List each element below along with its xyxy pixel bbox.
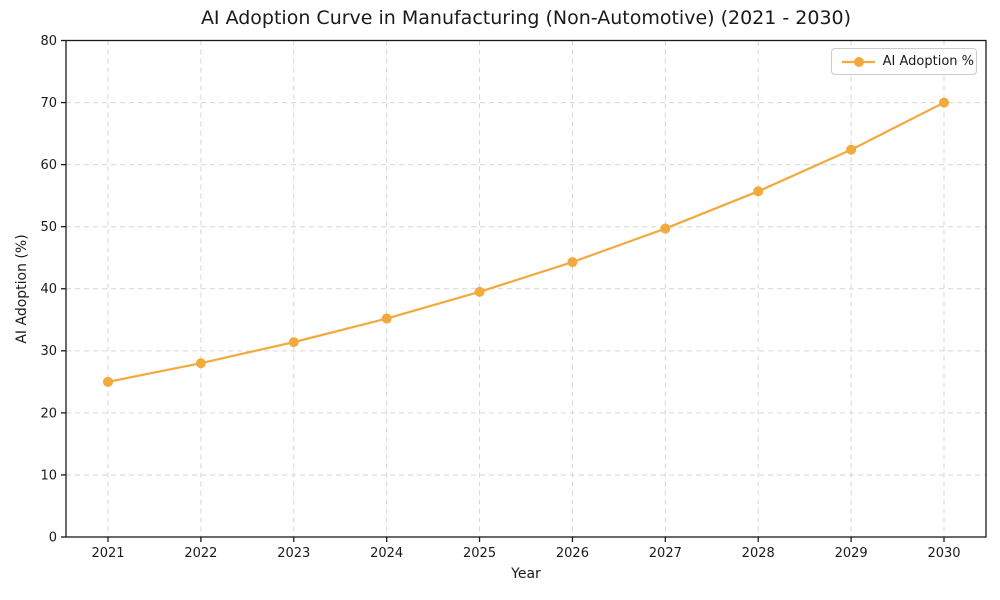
- y-tick-label: 20: [40, 406, 57, 421]
- data-point: [846, 144, 857, 155]
- x-tick-label: 2022: [184, 546, 217, 561]
- x-tick-label: 2024: [370, 546, 403, 561]
- data-point: [381, 313, 392, 324]
- data-point: [288, 337, 299, 348]
- legend: AI Adoption %: [831, 48, 977, 75]
- data-point: [567, 257, 578, 268]
- x-tick-label: 2023: [277, 546, 310, 561]
- y-tick-label: 10: [40, 468, 57, 483]
- x-tick-label: 2030: [927, 546, 960, 561]
- y-tick-label: 70: [40, 96, 57, 111]
- y-tick-label: 0: [49, 530, 57, 545]
- data-point: [939, 97, 949, 108]
- data-point: [753, 186, 764, 197]
- series-line: [106, 101, 946, 383]
- data-point: [103, 376, 113, 387]
- y-tick-label: 80: [40, 34, 57, 49]
- data-point: [660, 223, 671, 234]
- x-tick-label: 2029: [835, 546, 868, 561]
- data-point: [195, 358, 206, 369]
- x-tick-label: 2026: [556, 546, 589, 561]
- legend-sample-marker: [854, 56, 864, 67]
- x-tick-label: 2027: [649, 546, 682, 561]
- x-tick-label: 2025: [463, 546, 496, 561]
- y-tick-label: 40: [40, 282, 57, 297]
- x-axis-label: Year: [511, 566, 541, 582]
- legend-label: AI Adoption %: [882, 54, 974, 69]
- y-tick-label: 50: [40, 220, 57, 235]
- y-tick-label: 60: [40, 158, 57, 173]
- x-tick-label: 2021: [91, 546, 124, 561]
- x-tick-label: 2028: [742, 546, 775, 561]
- legend-line-marker-icon: [842, 56, 875, 67]
- y-tick-label: 30: [40, 344, 57, 359]
- data-point: [474, 286, 485, 297]
- chart-title: AI Adoption Curve in Manufacturing (Non-…: [200, 7, 852, 29]
